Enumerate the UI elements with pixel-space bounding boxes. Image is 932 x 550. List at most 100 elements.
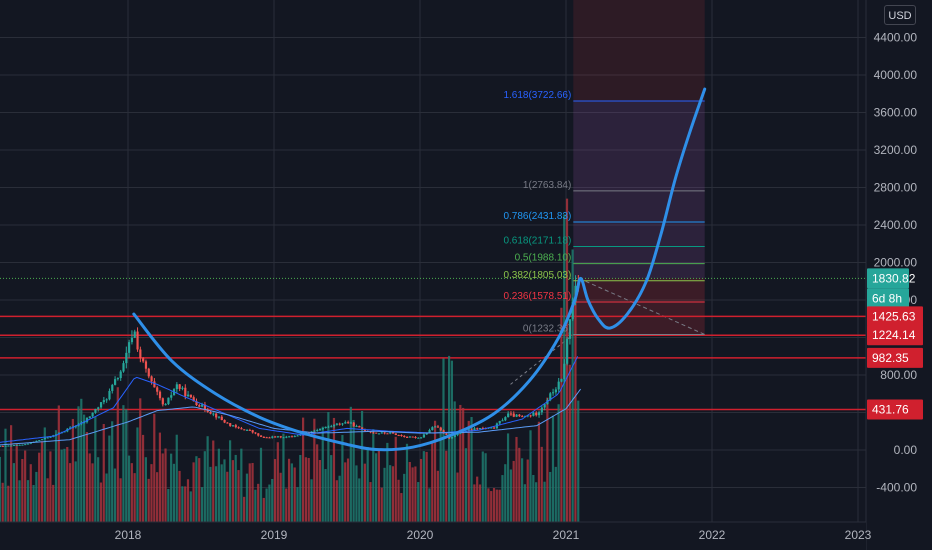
candle-body [175,384,178,390]
candle-body [535,412,538,416]
volume-bar [290,463,293,522]
volume-bar [35,471,38,522]
volume-bar [540,446,543,522]
price-axis-tick-label: 800.00 [880,368,917,382]
volume-bar [391,466,395,522]
candle-body [296,435,299,437]
time-axis[interactable]: 2018 2019 2020 2021 2022 2023 [0,521,872,550]
candle-body [318,428,322,431]
volume-bar [257,483,260,522]
candle-body [439,427,442,431]
candle-body [445,433,448,435]
volume-bar [487,488,490,522]
volume-bar [383,467,386,522]
candle-body [389,432,392,434]
candle-body [49,436,52,438]
candle-body [372,432,375,434]
volume-bar [316,444,319,522]
projection-zone [0,0,866,385]
volume-bar [431,442,434,522]
volume-bar [206,436,209,522]
volume-bar [352,419,355,522]
candle-body [453,435,456,437]
volume-bar [473,484,476,522]
candle-body [153,381,156,388]
time-axis-tick-label: 2019 [261,528,288,542]
candle-body [144,361,148,369]
candle-body [38,440,41,442]
horizontal-line-badge [867,347,923,368]
volume-bar [296,487,299,522]
price-axis-tick-label: -400.00 [876,481,917,495]
time-axis-tick-label: 2022 [699,528,726,542]
price-axis-tick-label: 0.00 [894,443,918,457]
volume-bar [551,415,555,522]
volume-bar [212,440,215,522]
fib-anchor-line [510,334,574,385]
moving-average-fast [0,356,579,443]
candle-body [240,428,243,430]
volume-bar [506,433,510,522]
candle-body [327,426,330,428]
volume-bar [341,434,344,522]
candle-body [425,432,428,435]
candle-body [18,444,21,446]
projection-trend-line [579,277,705,335]
currency-button[interactable]: USD [884,5,916,25]
candle-body [518,414,521,417]
price-axis-tick-label: 2000.00 [874,256,918,270]
candle-body [332,424,336,427]
moving-averages [0,356,582,446]
volume-bar [313,418,316,522]
volume-bar [26,480,30,522]
volume-bar [147,478,150,522]
volume-bar [119,478,122,522]
candle-body [133,331,136,338]
candle-body [571,301,574,320]
volume-bar [276,442,279,522]
volume-bar [526,459,529,522]
volume-bar [537,421,541,522]
volume-bar [523,484,527,522]
candle-body [355,425,358,427]
volume-bar [577,400,580,522]
volume-bar [153,413,156,522]
volume-bar [462,407,465,522]
candle-body [408,436,411,438]
candle-body [422,434,426,438]
candle-body [116,378,119,380]
candle-body [178,384,181,389]
volume-bar [18,480,21,522]
candle-body [181,387,184,389]
candle-body [164,404,167,406]
volume-bar [546,397,549,522]
candle-body [189,394,192,398]
volume-bar [549,471,552,522]
volume-bars [0,198,580,522]
volume-bar [327,412,330,522]
candle-body [251,430,254,433]
candle-body [352,422,355,427]
candle-body [243,429,246,431]
horizontal-line-badge [867,399,923,420]
volume-bar [240,448,243,522]
candle-body [125,352,128,364]
candle-body [467,429,470,431]
candle-body [369,431,372,433]
volume-bar [172,463,176,522]
candle-body [349,422,353,424]
candle-body [481,427,484,429]
volume-bar [554,466,557,522]
candle-body [442,430,445,434]
cup-and-handle-curve[interactable] [132,87,707,452]
volume-bar [161,453,164,522]
candle-body [394,433,397,436]
volume-bar [397,479,400,522]
volume-bar [302,417,305,522]
volume-bar [310,479,313,522]
volume-bar [181,486,184,522]
volume-bar [245,473,249,522]
volume-bar [234,454,237,522]
candle-body [170,395,173,398]
